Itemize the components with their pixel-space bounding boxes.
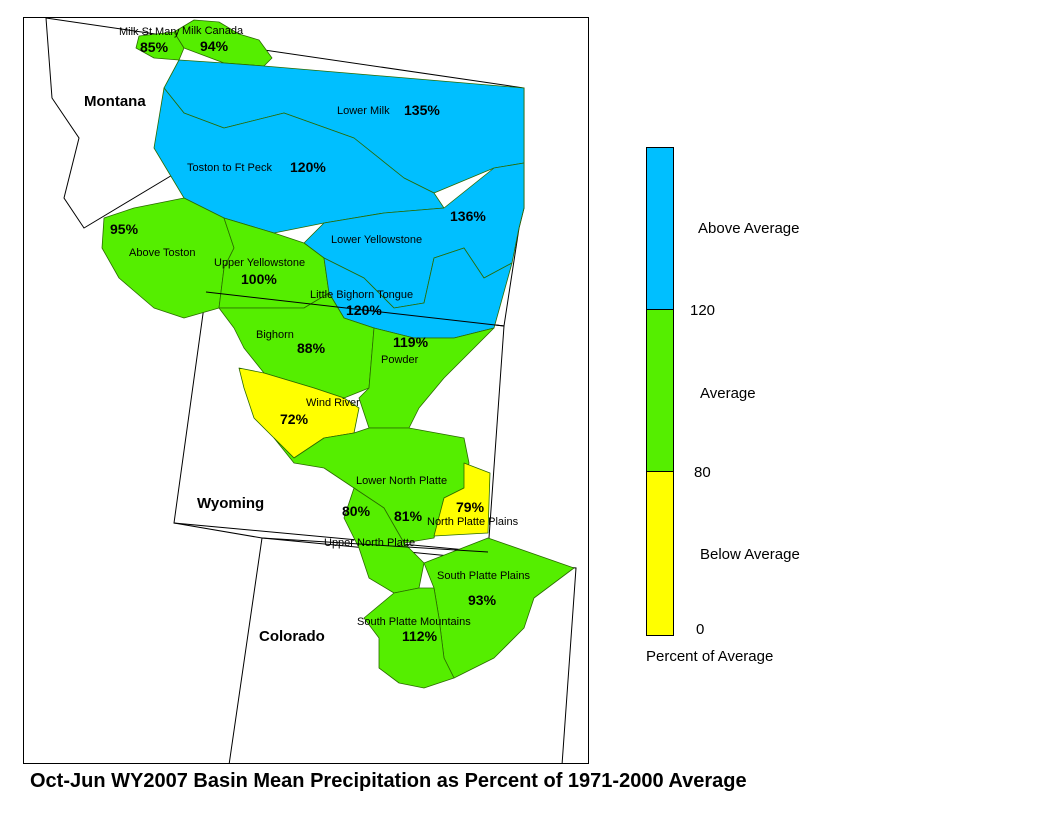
label-basin-above-toston: Above Toston bbox=[129, 247, 195, 259]
label-basin-upper-yellowstone: Upper Yellowstone bbox=[214, 257, 305, 269]
pct-toston: 120% bbox=[290, 159, 326, 175]
legend-label-average: Average bbox=[700, 385, 756, 402]
label-basin-south-platte-mountains: South Platte Mountains bbox=[357, 616, 471, 628]
pct-bighorn: 88% bbox=[297, 340, 326, 356]
label-basin-south-platte-plains: South Platte Plains bbox=[437, 570, 530, 582]
pct-lower-north-platte: 81% bbox=[394, 508, 423, 524]
label-basin-little-bighorn: Little Bighorn Tongue bbox=[310, 289, 413, 301]
legend-label-above: Above Average bbox=[698, 220, 800, 237]
pct-north-platte-plains: 79% bbox=[456, 499, 485, 515]
legend-swatch-above bbox=[646, 147, 674, 310]
pct-south-platte-mountains: 112% bbox=[402, 628, 438, 644]
wy-co-border bbox=[173, 522, 489, 553]
label-basin-bighorn: Bighorn bbox=[256, 329, 294, 341]
basin-powder bbox=[358, 327, 495, 429]
label-basin-upper-north-platte: Upper North Platte bbox=[324, 537, 415, 549]
map-panel: Montana Wyoming Colorado Milk St Mary Mi… bbox=[23, 17, 589, 764]
label-basin-north-platte-plains: North Platte Plains bbox=[427, 516, 519, 528]
legend-title: Percent of Average bbox=[646, 648, 774, 665]
pct-upper-north-platte: 80% bbox=[342, 503, 371, 519]
label-basin-milk-st-mary: Milk St Mary bbox=[119, 26, 180, 38]
legend-swatch-below bbox=[646, 471, 674, 636]
legend-label-below: Below Average bbox=[700, 546, 800, 563]
label-basin-toston: Toston to Ft Peck bbox=[187, 162, 272, 174]
label-basin-lower-yellowstone: Lower Yellowstone bbox=[331, 234, 422, 246]
pct-wind-river: 72% bbox=[280, 411, 309, 427]
label-state-montana: Montana bbox=[84, 93, 146, 110]
label-basin-lower-north-platte: Lower North Platte bbox=[356, 475, 447, 487]
pct-lower-yellowstone: 136% bbox=[450, 208, 486, 224]
pct-south-platte-plains: 93% bbox=[468, 592, 497, 608]
mt-wy-border bbox=[205, 291, 505, 327]
label-state-wyoming: Wyoming bbox=[197, 495, 264, 512]
basin-map: Montana Wyoming Colorado Milk St Mary Mi… bbox=[45, 18, 577, 763]
legend: Above Average Average Below Average 120 … bbox=[630, 140, 870, 680]
legend-break-80: 80 bbox=[694, 464, 711, 481]
basin-milk-canada bbox=[173, 19, 273, 67]
label-state-colorado: Colorado bbox=[259, 628, 325, 645]
legend-break-120: 120 bbox=[690, 302, 716, 319]
pct-little-bighorn: 120% bbox=[346, 302, 382, 318]
map-caption: Oct-Jun WY2007 Basin Mean Precipitation … bbox=[30, 770, 747, 792]
legend-swatch-average bbox=[646, 309, 674, 472]
label-basin-wind-river: Wind River bbox=[306, 397, 360, 409]
basin-north-platte-plains bbox=[433, 462, 491, 537]
pct-milk-canada: 94% bbox=[200, 38, 229, 54]
label-basin-powder: Powder bbox=[381, 354, 419, 366]
pct-above-toston: 95% bbox=[110, 221, 139, 237]
label-basin-lower-milk: Lower Milk bbox=[337, 105, 390, 117]
pct-upper-yellowstone: 100% bbox=[241, 271, 277, 287]
pct-powder: 119% bbox=[393, 334, 429, 350]
basin-south-platte-mountains bbox=[363, 587, 455, 689]
label-basin-milk-canada: Milk Canada bbox=[182, 25, 244, 37]
legend-break-0: 0 bbox=[696, 621, 705, 638]
pct-lower-milk: 135% bbox=[404, 102, 440, 118]
pct-milk-st-mary: 85% bbox=[140, 39, 169, 55]
